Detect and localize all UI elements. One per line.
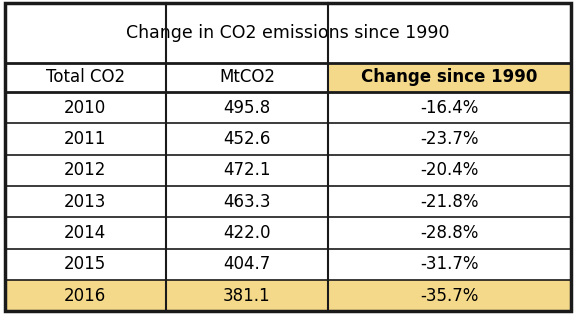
Text: -21.8%: -21.8% [420, 193, 479, 211]
Bar [166, 280, 328, 311]
Bar [328, 123, 571, 155]
Text: -31.7%: -31.7% [420, 256, 479, 273]
Text: 2012: 2012 [64, 161, 107, 180]
Text: -16.4%: -16.4% [420, 99, 479, 117]
Text: -23.7%: -23.7% [420, 130, 479, 148]
Bar [166, 123, 328, 155]
Text: 422.0: 422.0 [223, 224, 271, 242]
Text: 472.1: 472.1 [223, 161, 271, 180]
Text: Total CO2: Total CO2 [46, 68, 125, 86]
Text: 404.7: 404.7 [223, 256, 271, 273]
Bar [328, 249, 571, 280]
Text: -35.7%: -35.7% [420, 287, 479, 305]
Text: 2013: 2013 [64, 193, 107, 211]
Text: Change since 1990: Change since 1990 [361, 68, 538, 86]
Text: Change in CO2 emissions since 1990: Change in CO2 emissions since 1990 [126, 24, 450, 42]
Text: -20.4%: -20.4% [420, 161, 479, 180]
Bar [166, 155, 328, 186]
Bar [166, 186, 328, 218]
Bar [5, 280, 166, 311]
Bar [328, 92, 571, 123]
Bar [328, 186, 571, 218]
Bar [328, 280, 571, 311]
Bar [5, 218, 166, 249]
Bar [5, 123, 166, 155]
Text: 381.1: 381.1 [223, 287, 271, 305]
Bar [5, 186, 166, 218]
Bar [5, 155, 166, 186]
Text: 2010: 2010 [65, 99, 107, 117]
Bar [5, 249, 166, 280]
Bar [166, 249, 328, 280]
Text: 2011: 2011 [64, 130, 107, 148]
Bar [328, 155, 571, 186]
Bar [166, 218, 328, 249]
Bar [166, 92, 328, 123]
Bar [166, 63, 328, 92]
Text: -28.8%: -28.8% [420, 224, 479, 242]
Text: 463.3: 463.3 [223, 193, 271, 211]
Bar [5, 3, 571, 63]
Text: 495.8: 495.8 [223, 99, 271, 117]
Bar [5, 92, 166, 123]
Text: 452.6: 452.6 [223, 130, 271, 148]
Text: MtCO2: MtCO2 [219, 68, 275, 86]
Bar [328, 63, 571, 92]
Text: 2016: 2016 [65, 287, 107, 305]
Bar [328, 218, 571, 249]
Bar [5, 63, 166, 92]
Text: 2014: 2014 [65, 224, 107, 242]
Text: 2015: 2015 [65, 256, 107, 273]
